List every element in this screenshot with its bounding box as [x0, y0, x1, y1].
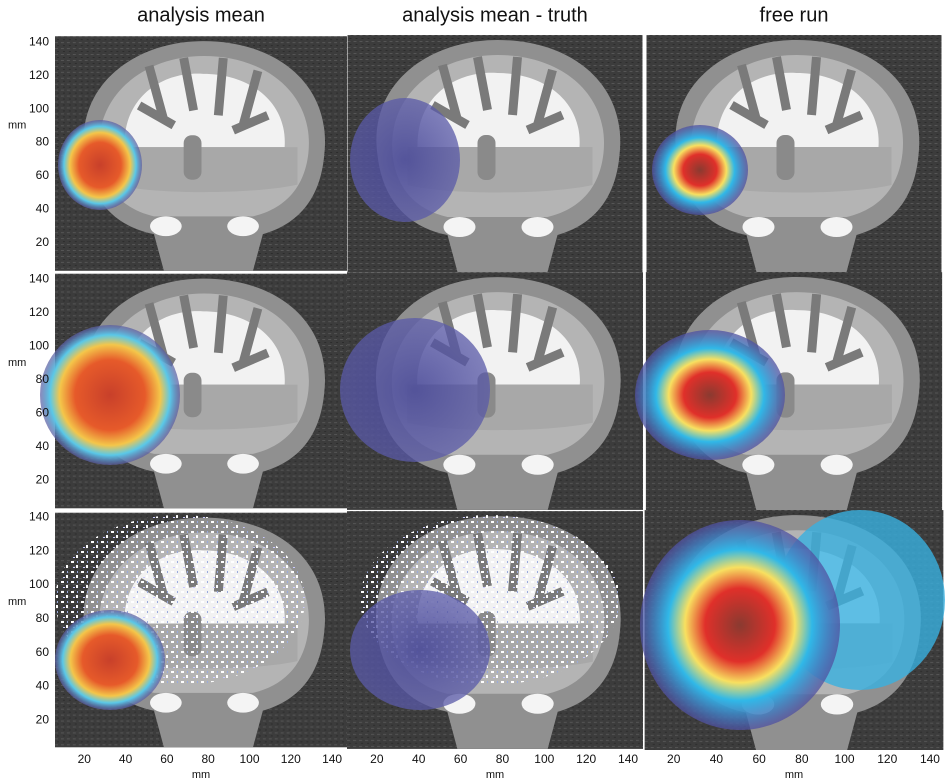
- y-tick-label: 100: [29, 339, 49, 353]
- x-tick-label: 20: [78, 752, 92, 766]
- x-tick-label: 100: [835, 752, 855, 766]
- overlay: [40, 325, 180, 465]
- column-title: analysis mean - truth: [402, 4, 588, 26]
- x-tick-label: 40: [412, 752, 426, 766]
- y-axis-label: mm: [8, 120, 26, 132]
- y-tick-label: 40: [36, 439, 50, 453]
- x-axis-label: mm: [192, 769, 210, 781]
- x-tick-label: 140: [322, 752, 342, 766]
- panels: [40, 35, 945, 750]
- overlay: [58, 120, 142, 210]
- y-tick-label: 100: [29, 577, 49, 591]
- y-tick-label: 20: [36, 473, 50, 487]
- x-tick-label: 140: [618, 752, 638, 766]
- y-tick-label: 120: [29, 305, 49, 319]
- overlay: [350, 590, 490, 710]
- x-tick-label: 120: [281, 752, 301, 766]
- overlay: [652, 125, 748, 215]
- page: analysis mean 20 40 60 80 100 120 140 mm analysis…: [0, 0, 950, 781]
- y-tick-label: 40: [36, 679, 50, 693]
- y-tick-label: 20: [36, 712, 50, 726]
- x-tick-label: 20: [370, 752, 384, 766]
- x-tick-label: 100: [534, 752, 554, 766]
- x-tick-label: 80: [202, 752, 216, 766]
- x-axis-label: mm: [486, 769, 504, 781]
- x-tick-label: 120: [877, 752, 897, 766]
- y-tick-label: 100: [29, 101, 49, 115]
- y-tick-label: 80: [36, 135, 50, 149]
- overlay: [340, 318, 490, 462]
- x-tick-label: 80: [496, 752, 510, 766]
- overlay: [635, 330, 785, 460]
- x-tick-label: 60: [160, 752, 174, 766]
- y-tick-label: 60: [36, 645, 50, 659]
- y-tick-label: 20: [36, 235, 50, 249]
- x-tick-label: 20: [667, 752, 681, 766]
- overlay: [350, 98, 460, 222]
- x-tick-label: 120: [576, 752, 596, 766]
- x-axis-label: mm: [785, 769, 803, 781]
- y-tick-label: 120: [29, 68, 49, 82]
- y-tick-label: 40: [36, 201, 50, 215]
- y-axis-label: mm: [8, 596, 26, 608]
- y-axis-label: mm: [8, 357, 26, 369]
- y-tick-label: 80: [36, 611, 50, 625]
- x-tick-label: 100: [239, 752, 259, 766]
- overlay: [55, 610, 165, 710]
- y-tick-label: 60: [36, 406, 50, 420]
- column-title: free run: [760, 4, 829, 26]
- y-tick-label: 140: [29, 510, 49, 524]
- y-tick-label: 140: [29, 35, 49, 49]
- y-tick-label: 80: [36, 372, 50, 386]
- x-tick-label: 60: [752, 752, 766, 766]
- x-tick-label: 40: [710, 752, 724, 766]
- y-tick-label: 60: [36, 168, 50, 182]
- overlay: [640, 520, 840, 730]
- x-tick-label: 140: [920, 752, 940, 766]
- x-tick-label: 40: [119, 752, 133, 766]
- x-tick-label: 80: [795, 752, 809, 766]
- x-tick-label: 60: [454, 752, 468, 766]
- column-title: analysis mean: [137, 4, 265, 26]
- y-tick-label: 140: [29, 272, 49, 286]
- figure: analysis mean 20 40 60 80 100 120 140 mm analysis…: [0, 0, 950, 781]
- y-tick-label: 120: [29, 543, 49, 557]
